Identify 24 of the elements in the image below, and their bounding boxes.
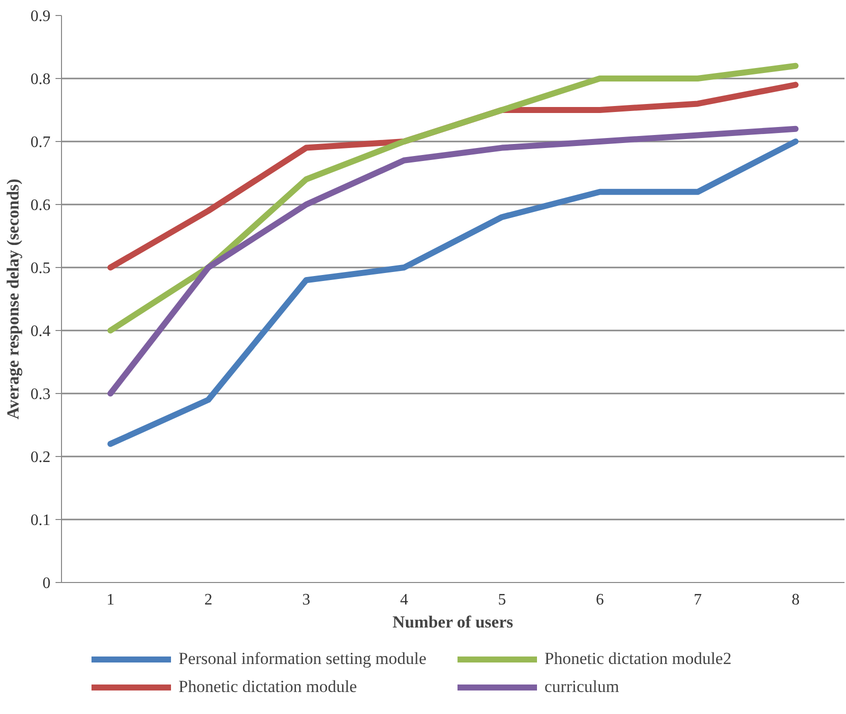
x-tick-label: 4 xyxy=(400,592,408,608)
legend-label: Phonetic dictation module2 xyxy=(544,649,732,669)
y-tick-label: 0.2 xyxy=(30,449,50,466)
y-tick-label: 0.4 xyxy=(30,323,50,340)
legend-label: Phonetic dictation module xyxy=(178,677,358,697)
x-tick-label: 7 xyxy=(694,592,702,608)
y-tick-label: 0.6 xyxy=(30,197,50,214)
x-tick-label: 6 xyxy=(596,592,604,608)
y-tick-label: 0.5 xyxy=(30,260,50,277)
legend-label: curriculum xyxy=(544,677,620,697)
x-tick-label: 5 xyxy=(498,592,506,608)
y-tick-label: 0.9 xyxy=(30,8,50,25)
x-tick-label: 3 xyxy=(302,592,310,608)
y-tick-label: 0.7 xyxy=(30,134,50,151)
x-tick-label: 8 xyxy=(792,592,800,608)
y-tick-label: 0.8 xyxy=(30,71,50,88)
legend-label: Personal information setting module xyxy=(178,649,428,669)
x-axis-title: Number of users xyxy=(392,612,514,632)
y-axis-title: Average response delay (seconds) xyxy=(4,178,22,420)
x-tick-label: 2 xyxy=(204,592,212,608)
y-tick-label: 0 xyxy=(42,575,50,592)
y-tick-label: 0.3 xyxy=(30,386,50,403)
y-tick-label: 0.1 xyxy=(30,512,50,529)
x-tick-label: 1 xyxy=(106,592,114,608)
